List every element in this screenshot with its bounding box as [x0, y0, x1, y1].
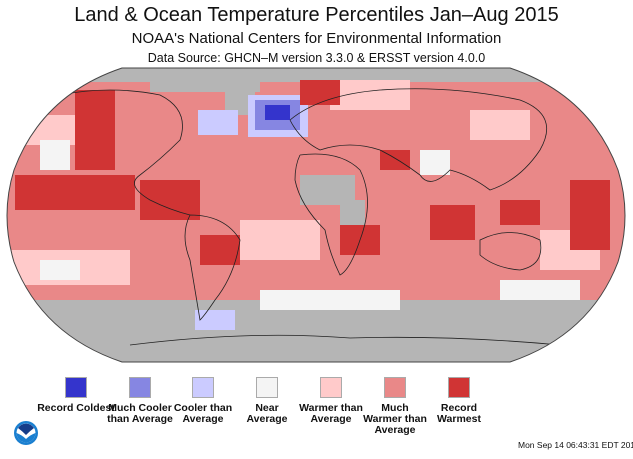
legend-near-average: Near Average — [222, 377, 312, 425]
record-cold-region — [265, 105, 290, 120]
swatch — [192, 377, 214, 398]
data-source: Data Source: GHCN–M version 3.3.0 & ERSS… — [147, 51, 486, 65]
antarctic-no-data — [7, 300, 625, 362]
noaa-logo — [14, 421, 38, 445]
legend-label: Cooler than Average — [173, 402, 233, 425]
warmer-region — [240, 220, 320, 260]
record-warm-region — [430, 205, 475, 240]
legend-cooler: Cooler than Average — [158, 377, 248, 425]
swatch — [448, 377, 470, 398]
legend-label: Record Coldest — [37, 402, 115, 414]
map-title: Land & Ocean Temperature Percentiles Jan… — [74, 4, 559, 26]
legend-much-warmer: Much Warmer than Average — [350, 377, 440, 436]
warmer-region — [330, 80, 410, 110]
arctic-no-data — [7, 68, 625, 82]
record-warm-region — [200, 235, 240, 265]
near-average-region — [420, 150, 450, 175]
legend-warmer: Warmer than Average — [286, 377, 376, 425]
cooler-region — [198, 110, 238, 135]
swatch — [129, 377, 151, 398]
record-warm-region — [500, 200, 540, 225]
swatch — [65, 377, 87, 398]
swatch — [384, 377, 406, 398]
legend-record-coldest: Record Coldest — [31, 377, 121, 414]
record-warm-region — [75, 90, 115, 170]
warmer-region — [470, 110, 530, 140]
swatch — [320, 377, 342, 398]
cooler-region — [195, 310, 235, 330]
legend-record-warmest: Record Warmest — [414, 377, 504, 425]
record-warm-region — [140, 180, 200, 220]
record-warm-region — [15, 175, 135, 210]
map-border — [6, 67, 626, 363]
no-data-region — [150, 80, 260, 92]
record-warm-region — [570, 180, 610, 250]
coastlines — [59, 88, 561, 346]
legend-much-cooler: Much Cooler than Average — [95, 377, 185, 425]
legend-label: Much Warmer than Average — [363, 402, 427, 436]
legend-label: Near Average — [246, 402, 288, 425]
legend-label: Record Warmest — [437, 402, 481, 425]
timestamp: Mon Sep 14 06:43:31 EDT 2015 — [518, 440, 633, 450]
near-average-region — [500, 280, 580, 300]
map-subtitle: NOAA's National Centers for Environmenta… — [131, 30, 502, 47]
near-average-region — [260, 290, 400, 310]
swatch — [256, 377, 278, 398]
near-average-region — [40, 140, 70, 170]
record-warm-region — [300, 80, 340, 105]
record-warm-region — [380, 150, 410, 170]
world-map — [6, 67, 626, 363]
near-average-region — [40, 260, 80, 280]
legend-label: Much Cooler than Average — [107, 402, 173, 425]
legend-label: Warmer than Average — [299, 402, 363, 425]
